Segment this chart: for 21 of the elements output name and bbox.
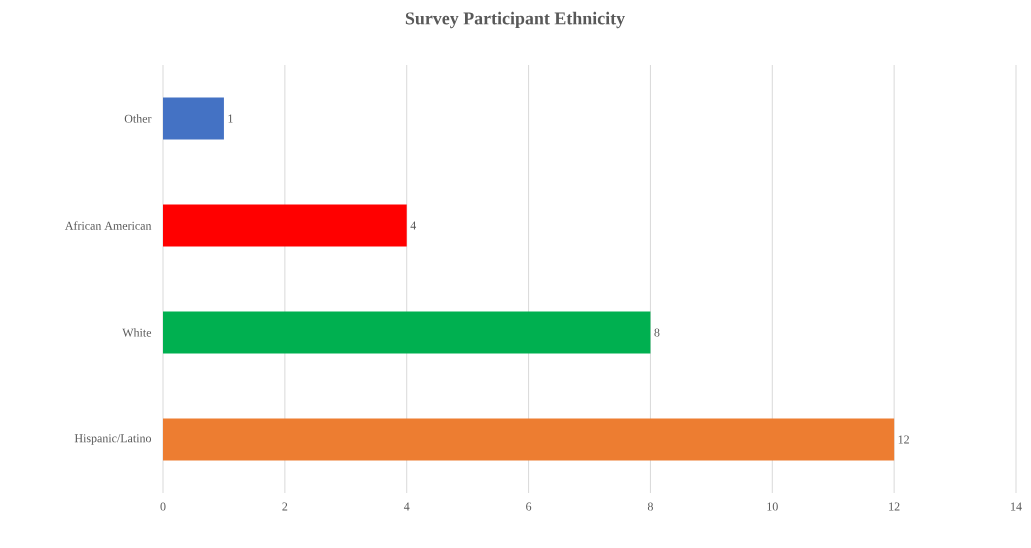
data-label: 1 <box>228 114 233 123</box>
x-tick-label: 0 <box>160 502 166 511</box>
x-tick-label: 14 <box>1011 502 1022 511</box>
data-label: 8 <box>654 328 660 337</box>
x-tick-label: 8 <box>647 502 653 511</box>
y-tick-label: Hispanic/Latino <box>74 434 152 445</box>
bar <box>163 418 895 461</box>
data-label: 4 <box>410 221 417 230</box>
x-tick-label: 10 <box>767 502 778 511</box>
x-tick-label: 4 <box>403 502 410 511</box>
bar <box>163 204 407 247</box>
chart-title: Survey Participant Ethnicity <box>405 11 625 29</box>
x-tick-label: 12 <box>889 502 900 511</box>
y-tick-label: Other <box>124 114 152 123</box>
x-tick-label: 6 <box>526 502 532 511</box>
bar <box>163 311 651 354</box>
bar <box>163 97 224 140</box>
y-tick-label: African American <box>64 221 152 230</box>
data-label: 12 <box>898 435 909 444</box>
y-tick-label: White <box>122 328 152 337</box>
x-tick-label: 2 <box>282 502 288 511</box>
